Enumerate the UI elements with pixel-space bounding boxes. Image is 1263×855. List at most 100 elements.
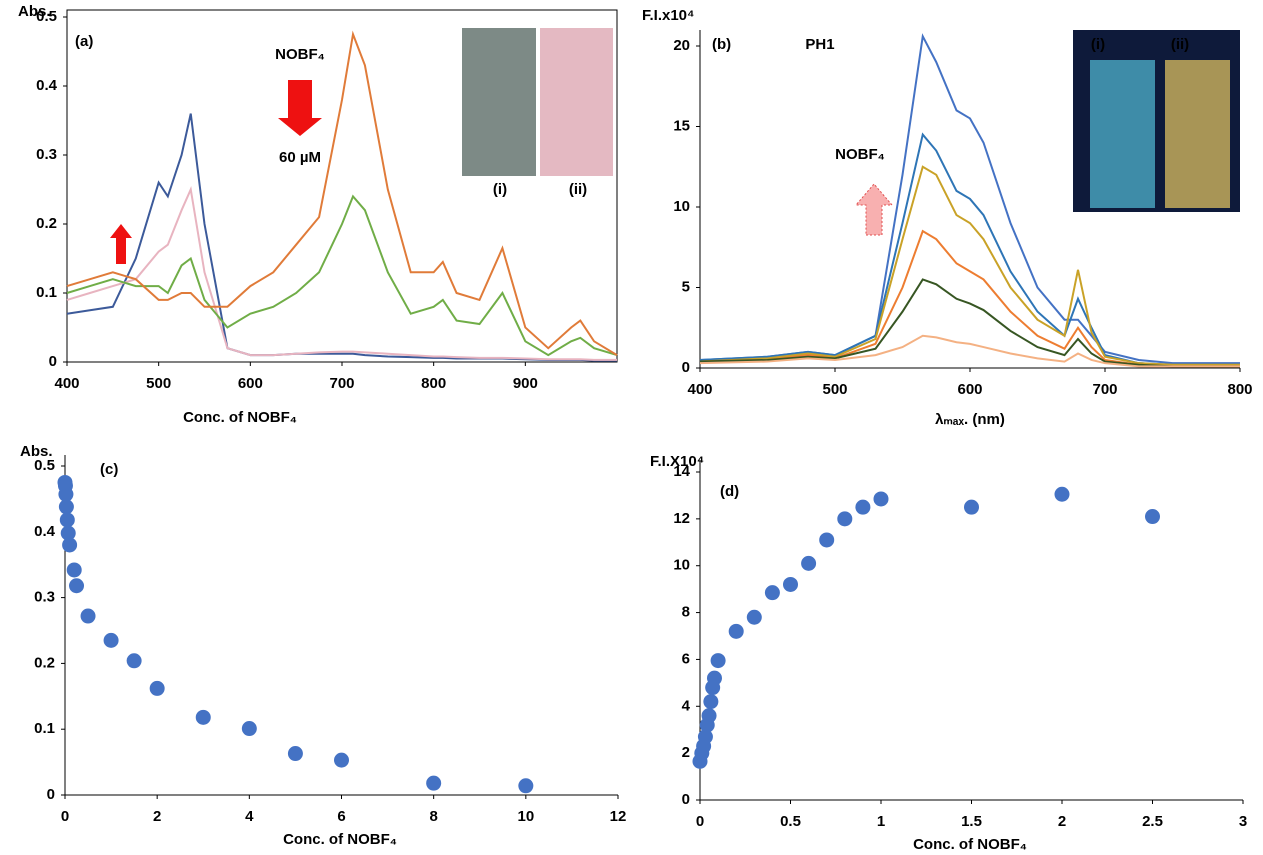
x-tick-label: 2.5 [1142,813,1163,830]
x-tick-label: 800 [1227,381,1252,398]
y-tick-label: 0 [682,791,690,808]
annotation: NOBF₄ [275,46,325,63]
data-point [62,537,78,553]
data-point [58,486,74,502]
spectrum-line [699,334,1240,368]
y-tick-label: 0.3 [36,146,57,163]
data-point [697,729,713,745]
data-point [706,670,722,686]
panel-label: (b) [712,36,731,53]
y-tick-label: 0.4 [34,523,56,540]
y-tick-label: 15 [673,117,690,134]
spectrum-line [699,229,1240,368]
data-point [60,525,76,541]
data-point [855,499,871,515]
y-tick-label: 0.1 [34,720,55,737]
y-tick-label: 0.3 [34,589,55,606]
x-axis-label: Conc. of NOBF₄ [183,409,297,426]
data-point [1054,486,1070,502]
x-tick-label: 600 [238,375,263,392]
y-tick-label: 5 [682,278,690,295]
y-tick-label: 0.4 [36,77,58,94]
x-tick-label: 400 [687,381,712,398]
data-point [426,775,442,791]
data-point [819,532,835,548]
data-point [701,708,717,724]
y-tick-label: 0.1 [36,284,57,301]
x-tick-label: 6 [337,808,345,825]
y-tick-label: 0 [682,359,690,376]
x-axis-label: λₘₐₓ. (nm) [935,411,1005,428]
y-axis-label: Abs. [18,3,51,20]
y-tick-label: 0 [49,353,57,370]
data-point [80,608,96,624]
y-tick-label: 20 [673,37,690,54]
data-point [801,555,817,571]
spectrum-line [66,186,617,361]
x-tick-label: 1 [877,813,885,830]
annotation: 60 µM [279,149,321,166]
annotation: (i) [493,181,507,198]
data-point [241,721,257,737]
y-tick-label: 10 [673,557,690,574]
panel-label: (a) [75,33,93,50]
data-point [746,609,762,625]
data-point [149,680,165,696]
x-tick-label: 2 [1058,813,1066,830]
x-tick-label: 600 [957,381,982,398]
data-point [837,511,853,527]
data-point [764,585,780,601]
data-point [66,562,82,578]
data-point [728,623,744,639]
data-point [195,709,211,725]
x-tick-label: 700 [329,375,354,392]
x-tick-label: 1.5 [961,813,982,830]
y-tick-label: 0.2 [34,654,55,671]
y-tick-label: 0.5 [34,457,55,474]
data-point [518,778,534,794]
y-tick-label: 2 [682,744,690,761]
x-tick-label: 500 [822,381,847,398]
photo-i [462,28,536,176]
annotation: PH1 [805,36,834,53]
data-point [59,512,75,528]
spectrum-line [699,165,1240,366]
panel-label: (c) [100,461,118,478]
x-tick-label: 400 [54,375,79,392]
annotation: (ii) [569,181,587,198]
cuvette-i [1090,60,1155,208]
x-tick-label: 2 [153,808,161,825]
x-tick-label: 10 [517,808,534,825]
data-point [287,746,303,762]
y-tick-label: 8 [682,604,690,621]
arrow-up-dotted [854,183,894,236]
x-axis-label: Conc. of NOBF₄ [283,831,397,848]
data-point [703,694,719,710]
data-point [334,752,349,768]
spectrum-line [699,132,1240,366]
y-tick-label: 12 [673,510,690,527]
x-tick-label: 800 [421,375,446,392]
x-tick-label: 0.5 [780,813,801,830]
data-point [964,499,979,515]
data-point [69,578,85,594]
spectrum-line [66,30,618,356]
y-axis-label: F.I.x10⁴ [642,7,694,24]
photo-ii [540,28,613,176]
x-tick-label: 0 [61,808,69,825]
x-tick-label: 700 [1092,381,1117,398]
x-tick-label: 4 [245,808,254,825]
arrow-up [110,224,132,264]
spectrum-line [66,194,618,357]
x-axis-label: Conc. of NOBF₄ [913,836,1027,853]
data-point [1145,509,1160,525]
y-axis-label: Abs. [20,443,53,460]
data-point [783,576,798,592]
x-tick-label: 8 [429,808,437,825]
annotation: NOBF₄ [835,146,885,163]
arrow-down [278,80,322,136]
data-point [103,632,119,648]
y-tick-label: 0 [47,786,55,803]
x-tick-label: 500 [146,375,171,392]
